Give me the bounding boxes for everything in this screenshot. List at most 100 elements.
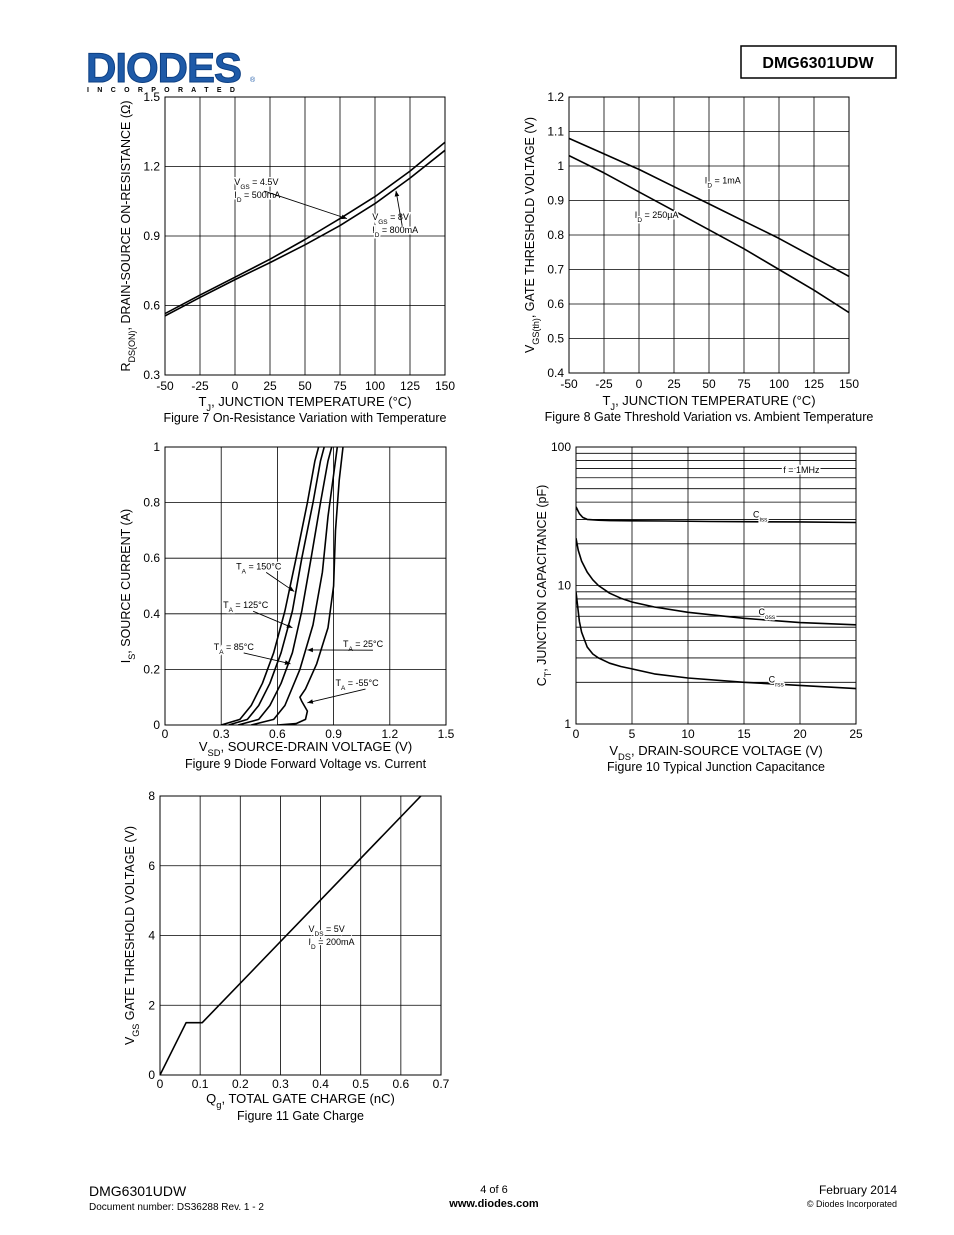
series-line-2 [569, 154, 849, 314]
chart-on-resistance-vs-temperature: -50 -25 0 25 50 75 100 125 150 0.3 0.6 0.9 1.2 1.5 TJ,… [119, 90, 455, 425]
grid-lines [568, 96, 850, 374]
y-tick-label: 0 [153, 718, 160, 732]
annotation-arrow [307, 688, 366, 704]
chart-gate-charge: 0 0.1 0.2 0.3 0.4 0.5 0.6 0.7 0 2 4 6 8 Qg, TOTAL GAT… [123, 789, 450, 1123]
footer-page-number: 4 of 6 [480, 1184, 508, 1196]
figure-caption: Figure 8 Gate Threshold Variation vs. Am… [545, 410, 874, 424]
x-tick-label: 125 [400, 379, 420, 393]
annotation-label: TA = 150°C [236, 561, 282, 575]
x-tick-label: 150 [839, 377, 859, 391]
annotation-arrow [252, 610, 293, 629]
annotation-arrow [264, 190, 348, 220]
annotation-label: VDS = 5V [309, 924, 345, 938]
y-tick-label: 6 [148, 859, 155, 873]
x-tick-label: -25 [595, 377, 613, 391]
annotation-label: ID = 500mA [234, 190, 280, 204]
x-tick-label: -50 [156, 379, 174, 393]
x-tick-label: -50 [560, 377, 578, 391]
y-tick-label: 0.8 [547, 228, 564, 242]
footer-date: February 2014 [819, 1183, 897, 1197]
x-tick-label: 0.9 [325, 727, 342, 741]
y-tick-label: 1.2 [547, 90, 564, 104]
series-line-1 [165, 149, 445, 317]
x-tick-label: 0 [162, 727, 169, 741]
footer-doc-number: Document number: DS36288 Rev. 1 - 2 [89, 1202, 264, 1213]
annotation-arrowhead [288, 586, 295, 592]
y-axis-label: IS, SOURCE CURRENT (A) [119, 509, 137, 663]
series-line-coss [576, 537, 856, 626]
annotation-label: TA = 25°C [343, 639, 384, 653]
y-axis-label: CT, JUNCTION CAPACITANCE (pF) [535, 485, 553, 687]
footer-website-link[interactable]: www.diodes.com [448, 1198, 539, 1210]
annotation-label: Ciss [753, 509, 767, 523]
y-tick-label: 1 [564, 717, 571, 731]
x-tick-label: 25 [263, 379, 277, 393]
annotation-label: ID = 250µA [635, 210, 679, 224]
y-tick-label: 0.7 [547, 263, 564, 277]
y-axis-label: VGS(th), GATE THRESHOLD VOLTAGE (V) [523, 117, 541, 353]
annotation-label: TA = 125°C [223, 600, 269, 614]
grid-lines [164, 96, 446, 376]
x-tick-label: 125 [804, 377, 824, 391]
x-tick-label: 0.7 [433, 1077, 450, 1091]
annotation-label: ID = 1mA [705, 175, 741, 189]
series-line-5 [277, 447, 344, 725]
plot-frame [164, 446, 447, 726]
x-tick-label: 50 [702, 377, 716, 391]
y-axis-label: RDS(ON), DRAIN-SOURCE ON-RESISTANCE (Ω) [119, 101, 137, 372]
footer-part-number: DMG6301UDW [89, 1183, 187, 1199]
y-tick-label: 1.1 [547, 125, 564, 139]
chart-junction-capacitance: 0 5 10 15 20 25 1 10 100 VDS, DRAIN-SOURCE VOLTAG… [535, 440, 863, 774]
x-axis-label: VDS, DRAIN-SOURCE VOLTAGE (V) [609, 743, 822, 762]
x-tick-label: 0.3 [272, 1077, 289, 1091]
y-tick-label: 1 [153, 440, 160, 454]
annotation-label: TA = -55°C [335, 678, 379, 692]
plot-frame [164, 96, 446, 376]
annotation-label: VGS = 8V [372, 212, 409, 226]
logo-wordmark: DIODES [86, 44, 241, 91]
y-tick-label: 0.5 [547, 332, 564, 346]
annotation-arrowhead [284, 660, 291, 665]
x-tick-label: 0 [573, 727, 580, 741]
y-tick-label: 0.6 [143, 299, 160, 313]
annotation-arrowhead [307, 647, 313, 653]
grid-lines [159, 795, 442, 1076]
x-tick-label: 0.4 [312, 1077, 329, 1091]
figure-caption: Figure 7 On-Resistance Variation with Te… [163, 411, 446, 425]
x-tick-label: 0.5 [352, 1077, 369, 1091]
y-tick-label: 0.6 [547, 297, 564, 311]
annotation-label: ID = 800mA [372, 225, 418, 239]
y-tick-label: 4 [148, 929, 155, 943]
y-tick-label: 0.6 [143, 551, 160, 565]
x-tick-label: 0 [636, 377, 643, 391]
x-tick-label: 10 [681, 727, 695, 741]
series-line-crss [576, 591, 856, 690]
x-tick-label: 0.1 [192, 1077, 209, 1091]
series-line-2 [228, 447, 325, 725]
y-tick-label: 0.8 [143, 496, 160, 510]
series-line-ciss [576, 506, 856, 524]
x-tick-label: 100 [769, 377, 789, 391]
annotation-arrow [395, 190, 403, 226]
x-tick-label: 0.6 [269, 727, 286, 741]
x-tick-label: 15 [737, 727, 751, 741]
y-tick-label: 0.4 [143, 607, 160, 621]
series-line-4 [251, 447, 339, 725]
x-tick-label: 50 [298, 379, 312, 393]
x-tick-label: 1.5 [438, 727, 455, 741]
footer-copyright: © Diodes Incorporated [807, 1199, 897, 1209]
plot-frame [568, 96, 850, 374]
series-line-1 [160, 796, 422, 1075]
x-tick-label: 25 [849, 727, 863, 741]
x-tick-label: 0.2 [232, 1077, 249, 1091]
part-number-box [740, 45, 897, 79]
y-tick-label: 0.2 [143, 662, 160, 676]
y-tick-label: 0.3 [143, 368, 160, 382]
annotation-arrow [243, 652, 291, 665]
logo-registered-mark: ® [250, 76, 256, 84]
x-tick-label: 75 [333, 379, 347, 393]
chart-diode-forward-voltage: 0 0.3 0.6 0.9 1.2 1.5 0 0.2 0.4 0.6 0.8 1 VSD, SOURC… [119, 440, 455, 771]
series-line-1 [569, 137, 849, 278]
x-axis-label: Qg, TOTAL GATE CHARGE (nC) [206, 1091, 395, 1110]
